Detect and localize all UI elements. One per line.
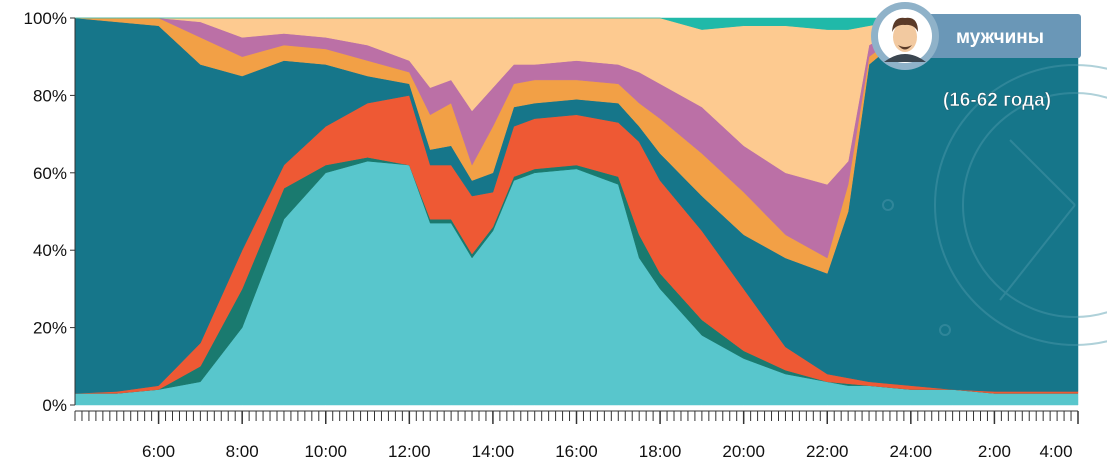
x-tick-label: 14:00	[472, 442, 515, 461]
dial-hand	[1009, 139, 1076, 206]
axes: 0% 20% 40% 60% 80% 100% 6:00 8:00 10:00 12:00 14:0…	[24, 9, 1079, 461]
x-tick-label: 8:00	[226, 442, 259, 461]
x-tick-label: 16:00	[555, 442, 598, 461]
badge-box	[905, 14, 1081, 58]
dial-ring	[962, 92, 1107, 318]
y-tick-label: 60%	[33, 164, 67, 183]
x-tick-label: 24:00	[890, 442, 933, 461]
avatar-hair	[892, 17, 918, 32]
badge: мужчины (16-62 года)	[871, 2, 1081, 111]
x-tick-label: 10:00	[304, 442, 347, 461]
x-tick-label: 22:00	[806, 442, 849, 461]
x-tick-label: 12:00	[388, 442, 431, 461]
dial-dot	[882, 199, 894, 211]
avatar-face	[893, 22, 917, 52]
x-tick-label: 4:00	[1039, 442, 1072, 461]
y-tick-label: 40%	[33, 241, 67, 260]
y-tick-label: 0%	[42, 396, 67, 415]
badge-title: мужчины	[956, 27, 1044, 48]
y-tick-label: 20%	[33, 319, 67, 338]
badge-subtitle: (16-62 года)	[943, 90, 1051, 111]
avatar-body	[884, 54, 926, 62]
y-tick-label: 80%	[33, 86, 67, 105]
dial-hand	[999, 204, 1076, 301]
y-tick-label: 100%	[24, 9, 67, 28]
dial-ring	[934, 64, 1107, 346]
x-tick-label: 18:00	[639, 442, 682, 461]
area	[75, 17, 1078, 30]
areas	[74, 17, 1079, 406]
background-dial	[882, 64, 1107, 346]
x-tick-label: 2:00	[978, 442, 1011, 461]
x-tick-label: 20:00	[722, 442, 765, 461]
dial-dot	[939, 324, 951, 336]
avatar-beard	[898, 45, 912, 50]
x-tick-label: 6:00	[142, 442, 175, 461]
